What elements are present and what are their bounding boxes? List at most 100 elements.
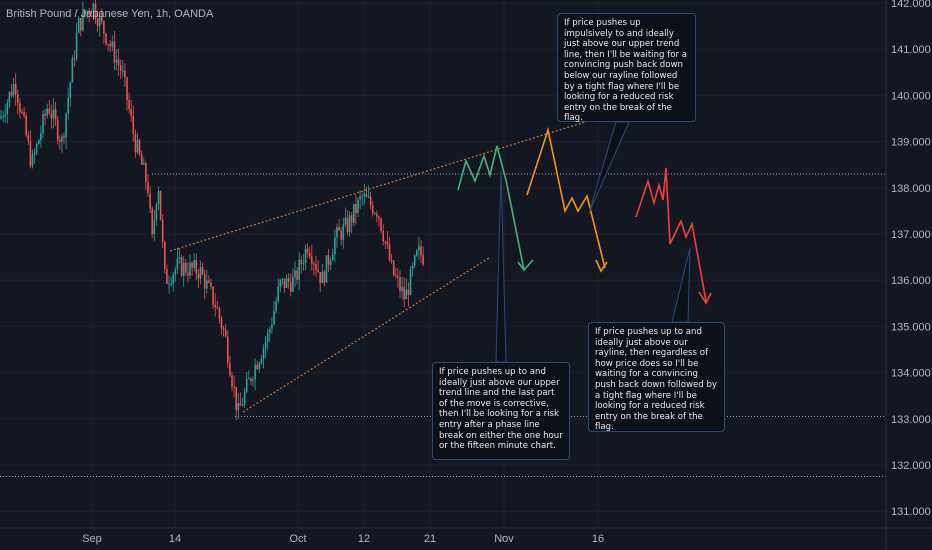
candle-body [380, 218, 382, 231]
time-tick-label: 12 [358, 533, 370, 545]
candle-body [159, 191, 162, 220]
candle-body [319, 272, 321, 284]
candle-body [105, 33, 107, 45]
candle-body [279, 279, 282, 287]
candle-body [12, 83, 15, 96]
candle-body [237, 403, 240, 411]
candle-body [338, 227, 340, 231]
candle-body [84, 11, 86, 15]
candle-body [136, 140, 139, 153]
time-tick-label: Sep [82, 533, 102, 545]
candle-body [227, 336, 229, 363]
candle-body [317, 269, 319, 273]
candle-body [149, 193, 151, 209]
callout-red: If price pushes up to and ideally just a… [588, 322, 725, 432]
time-tick-label: 21 [424, 533, 436, 545]
candle-body [172, 274, 174, 284]
time-tick-label: 14 [169, 533, 181, 545]
candle-body [369, 196, 372, 206]
candle-body [138, 140, 141, 155]
candle-body [130, 109, 132, 117]
candle-body [409, 269, 412, 295]
candle-body [210, 282, 212, 287]
candle-body [113, 41, 116, 63]
red-projection-arrowhead [698, 291, 712, 305]
candle-body [231, 375, 233, 387]
candle-body [382, 230, 384, 242]
candle-body [262, 347, 265, 359]
candle-body [376, 213, 378, 217]
candle-body [378, 216, 380, 219]
price-tick-label: 140.000 [891, 90, 931, 102]
red-projection [635, 167, 707, 302]
candle-body [14, 83, 17, 95]
candle-body [107, 44, 109, 46]
candle-body [140, 154, 143, 165]
candle-body [220, 318, 223, 329]
price-tick-label: 139.000 [891, 137, 931, 149]
candle-body [119, 65, 122, 72]
candle-body [40, 133, 42, 141]
candle-body [128, 100, 130, 110]
candle-body [59, 140, 61, 142]
price-tick-label: 138.000 [891, 183, 931, 195]
candle-body [17, 94, 19, 104]
candle-body [407, 289, 410, 295]
candle-body [350, 215, 353, 223]
candle-body [348, 215, 351, 233]
candle-body [212, 286, 214, 305]
candle-body [25, 115, 27, 136]
price-tick-label: 133.000 [891, 414, 931, 426]
candle-body [168, 283, 170, 285]
candle-body [35, 143, 38, 153]
candle-body [422, 255, 424, 265]
callout-orange-text: If price pushes up impulsively to and id… [564, 18, 688, 124]
price-tick-label: 135.000 [891, 321, 931, 333]
candle-body [294, 270, 296, 277]
candle-body [164, 241, 166, 269]
candle-body [174, 269, 177, 275]
candle-body [266, 332, 269, 343]
wedge-trendlines [169, 117, 599, 413]
candle-body [180, 257, 183, 276]
candle-body [260, 358, 263, 364]
candle-body [327, 255, 330, 265]
price-tick-label: 131.000 [891, 506, 931, 518]
candle-body [38, 140, 40, 144]
candle-body [4, 114, 6, 117]
candle-body [115, 59, 118, 63]
candle-body [239, 403, 242, 406]
candle-body [302, 263, 305, 265]
candle-body [197, 273, 200, 279]
green-projection-arrowhead [517, 259, 534, 272]
time-axis[interactable]: Sep 14 Oct 12 21 Nov 16 [0, 527, 932, 545]
candle-body [155, 204, 158, 221]
candle-body [397, 276, 399, 278]
candle-body [275, 301, 277, 312]
candle-body [8, 92, 11, 103]
candle-body [161, 219, 164, 242]
time-tick-label: Oct [289, 533, 306, 545]
orange-callout-pointer [588, 121, 630, 214]
candle-body [33, 152, 36, 155]
candle-body [67, 97, 69, 114]
candle-body [187, 272, 189, 276]
candle-body [90, 11, 93, 14]
time-tick-label: 16 [592, 533, 604, 545]
price-tick-label: 134.000 [891, 368, 931, 380]
candle-body [216, 307, 219, 309]
candle-body [248, 378, 250, 380]
candle-body [290, 282, 292, 292]
candle-body [6, 102, 9, 115]
price-axis[interactable]: 142.000 141.000 140.000 139.000 138.000 137.0… [885, 0, 931, 550]
candle-body [199, 266, 202, 279]
price-tick-label: 142.000 [891, 0, 931, 10]
orange-projection-arrowhead [595, 259, 608, 273]
price-tick-label: 132.000 [891, 460, 931, 472]
horizontal-levels [0, 173, 886, 478]
candle-body [399, 277, 401, 292]
candle-body [256, 364, 258, 370]
callout-green-text: If price pushes up to and ideally just a… [439, 367, 563, 452]
candle-body [208, 280, 210, 283]
